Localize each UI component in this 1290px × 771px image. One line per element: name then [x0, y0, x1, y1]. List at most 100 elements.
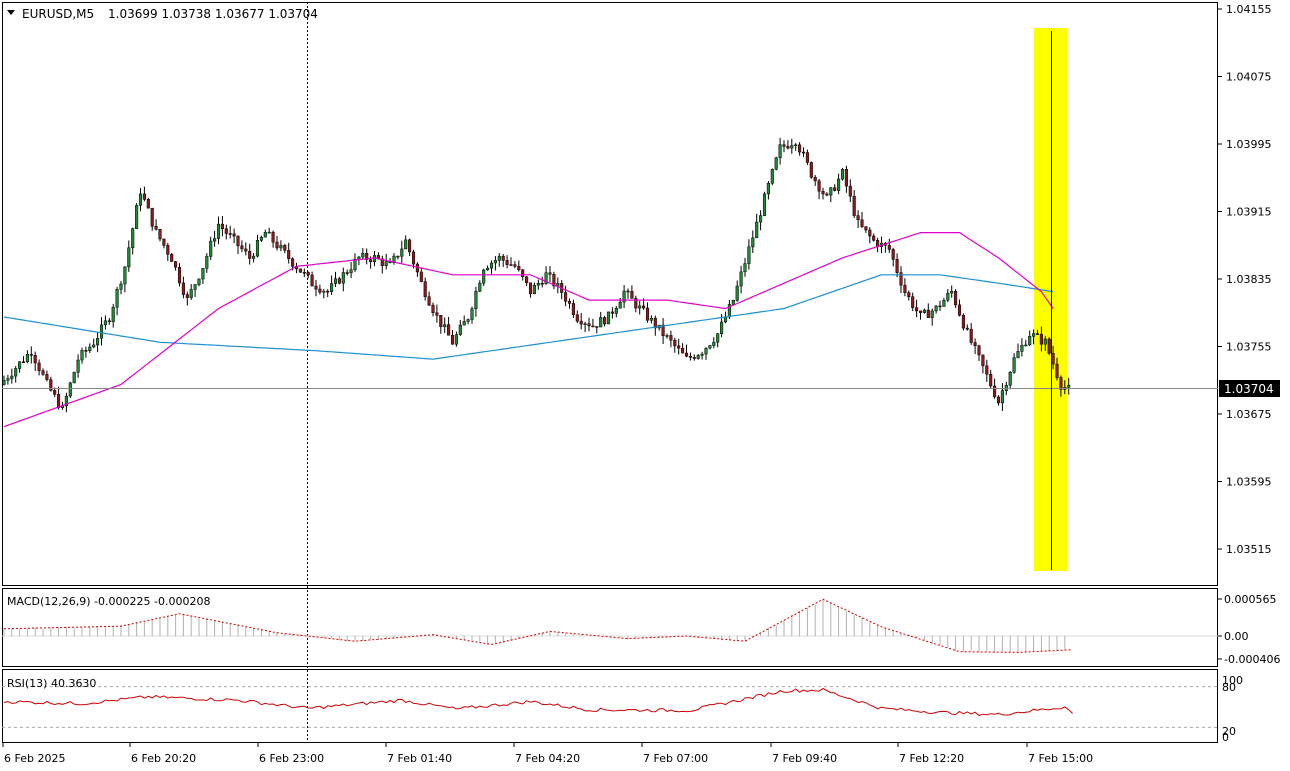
candle-body: [528, 282, 533, 295]
candle-body: [415, 263, 419, 273]
candle-body: [922, 309, 926, 313]
candle-body: [291, 258, 295, 267]
time-label: 7 Feb 07:00: [643, 752, 708, 765]
candle-body: [946, 292, 950, 301]
candle-body: [751, 237, 755, 248]
candle-body: [934, 305, 938, 312]
candle-body: [216, 223, 221, 239]
candle-body: [895, 259, 899, 273]
candle-body: [801, 151, 806, 154]
candle-body: [942, 299, 946, 307]
macd-pane[interactable]: [2, 588, 1218, 667]
candle-body: [310, 274, 314, 287]
candle-body: [794, 144, 798, 147]
candle-body: [903, 284, 907, 293]
candle-body: [673, 339, 677, 347]
candle-body: [174, 261, 178, 268]
candle-body: [513, 264, 517, 267]
candle-body: [762, 193, 767, 216]
candle-body: [127, 247, 131, 268]
candle-body: [279, 245, 283, 249]
candle-body: [521, 269, 525, 277]
candle-body: [747, 246, 751, 264]
candle-body: [6, 378, 10, 381]
candle-body: [517, 266, 521, 271]
candle-body: [64, 395, 68, 407]
candle-body: [759, 215, 763, 223]
candle-body: [49, 379, 53, 391]
candle-body: [868, 229, 872, 237]
candle-body: [977, 345, 981, 356]
price-label: 1.03675: [1226, 408, 1272, 421]
candle-body: [439, 314, 443, 327]
candle-body: [53, 390, 57, 395]
candle-body: [1039, 333, 1043, 345]
candle-body: [603, 317, 607, 325]
rsi-pane[interactable]: [2, 669, 1218, 743]
candle-body: [712, 341, 716, 346]
candle-body: [548, 272, 552, 275]
candle-body: [18, 361, 22, 369]
candle-body: [236, 235, 240, 247]
candle-body: [844, 169, 848, 187]
rsi-line: [3, 687, 1073, 717]
candle-body: [930, 310, 934, 318]
candle-body: [926, 309, 930, 318]
candle-body: [642, 305, 646, 309]
price-label: 1.03995: [1226, 138, 1272, 151]
candle-body: [482, 269, 486, 284]
candle-body: [380, 258, 384, 267]
rsi-title: RSI(13) 40.3630: [7, 677, 96, 690]
candle-body: [595, 326, 599, 328]
candle-body: [591, 325, 595, 328]
candle-body: [735, 285, 739, 301]
candle-body: [404, 239, 408, 250]
candle-body: [462, 321, 466, 326]
candle-body: [408, 239, 412, 253]
candle-body: [770, 169, 774, 184]
candle-body: [497, 255, 501, 261]
candle-body: [252, 255, 256, 259]
candle-body: [21, 361, 26, 364]
candle-body: [856, 215, 860, 221]
candle-body: [201, 268, 205, 280]
candle-body: [228, 233, 232, 235]
symbol-dropdown-icon[interactable]: [7, 10, 15, 15]
price-label: 1.03515: [1226, 543, 1272, 556]
candle-body: [840, 169, 845, 180]
candle-body: [872, 235, 876, 241]
candle-body: [1047, 338, 1051, 354]
candle-body: [790, 145, 794, 149]
moving-averages: [3, 232, 1054, 428]
candle-body: [349, 269, 353, 274]
candle-body: [306, 272, 310, 276]
time-label: 7 Feb 01:40: [387, 752, 452, 765]
candle-body: [911, 296, 915, 308]
macd-indicator: [2, 598, 1218, 653]
main-pane[interactable]: [2, 2, 1218, 586]
candle-body: [197, 278, 201, 285]
candle-body: [131, 228, 135, 249]
candle-body: [965, 327, 969, 330]
candle-body: [782, 144, 786, 147]
candle-body: [259, 236, 263, 241]
candle-body: [466, 319, 470, 322]
candle-body: [224, 228, 228, 234]
candle-body: [669, 335, 673, 341]
candle-body: [493, 260, 497, 264]
candle-body: [115, 289, 119, 308]
time-label: 7 Feb 04:20: [515, 752, 580, 765]
candle-body: [450, 334, 455, 345]
candle-body: [614, 307, 618, 314]
price-label: 1.04155: [1226, 3, 1272, 16]
candle-body: [369, 259, 373, 262]
price-label: 1.03595: [1226, 476, 1272, 489]
candle-body: [891, 249, 895, 260]
candle-body: [579, 320, 583, 325]
candle-body: [287, 250, 291, 259]
candle-body: [708, 345, 712, 349]
candle-body: [918, 310, 923, 313]
candle-body: [1035, 333, 1040, 335]
current-price-label: 1.03704: [1224, 382, 1274, 396]
